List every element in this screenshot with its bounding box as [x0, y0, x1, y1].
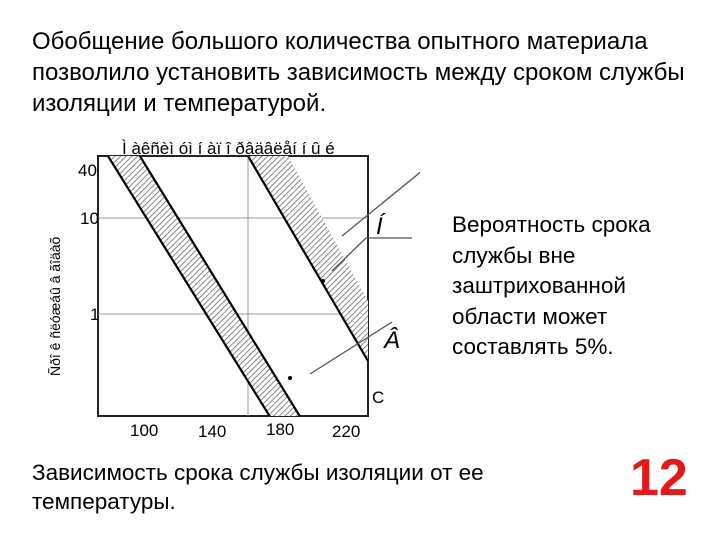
band-h-left-edge: [247, 156, 368, 362]
y-axis-label: Ñðî ê ñëóæáû â ãîäàõ: [47, 236, 63, 376]
band-label-h: Í: [376, 213, 386, 240]
lifetime-chart-svg: Ì àêñèì óì í àï î ðâäâëåí í û é Ñðî ê ñë…: [47, 139, 429, 441]
x-tick-140: 140: [198, 422, 226, 441]
plot-frame: [97, 155, 369, 417]
figure-caption: Зависимость срока службы изоляции от ее …: [32, 460, 484, 514]
x-tick-180: 180: [266, 420, 294, 439]
slide-number: 12: [630, 449, 688, 507]
band-b-right-edge: [138, 156, 301, 416]
band-label-c: C: [372, 388, 384, 407]
x-tick-100: 100: [130, 421, 158, 440]
pointer-lines: [309, 165, 429, 375]
lifetime-chart: Ì àêñèì óì í àï î ðâäâëåí í û é Ñðî ê ñë…: [20, 126, 429, 446]
pointer-b: [309, 321, 393, 375]
band-b-hatch: [107, 156, 300, 416]
x-tick-220: 220: [332, 422, 360, 441]
pointer-title: [341, 165, 429, 237]
band-b-dot: [288, 376, 292, 380]
pointer-h-band: [331, 237, 367, 272]
y-tick-40: 40: [78, 161, 97, 180]
band-label-b: Â: [383, 327, 400, 354]
y-tick-10: 10: [80, 209, 99, 228]
slide-heading: Обобщение большого количества опытного м…: [32, 28, 685, 117]
band-b-left-edge: [106, 156, 271, 416]
y-tick-1: 1: [90, 305, 99, 324]
band-h-dot: [321, 279, 325, 283]
chart-title: Ì àêñèì óì í àï î ðâäâëåí í û é: [122, 139, 335, 158]
probability-note: Вероятность срока службы вне заштрихован…: [452, 212, 651, 359]
